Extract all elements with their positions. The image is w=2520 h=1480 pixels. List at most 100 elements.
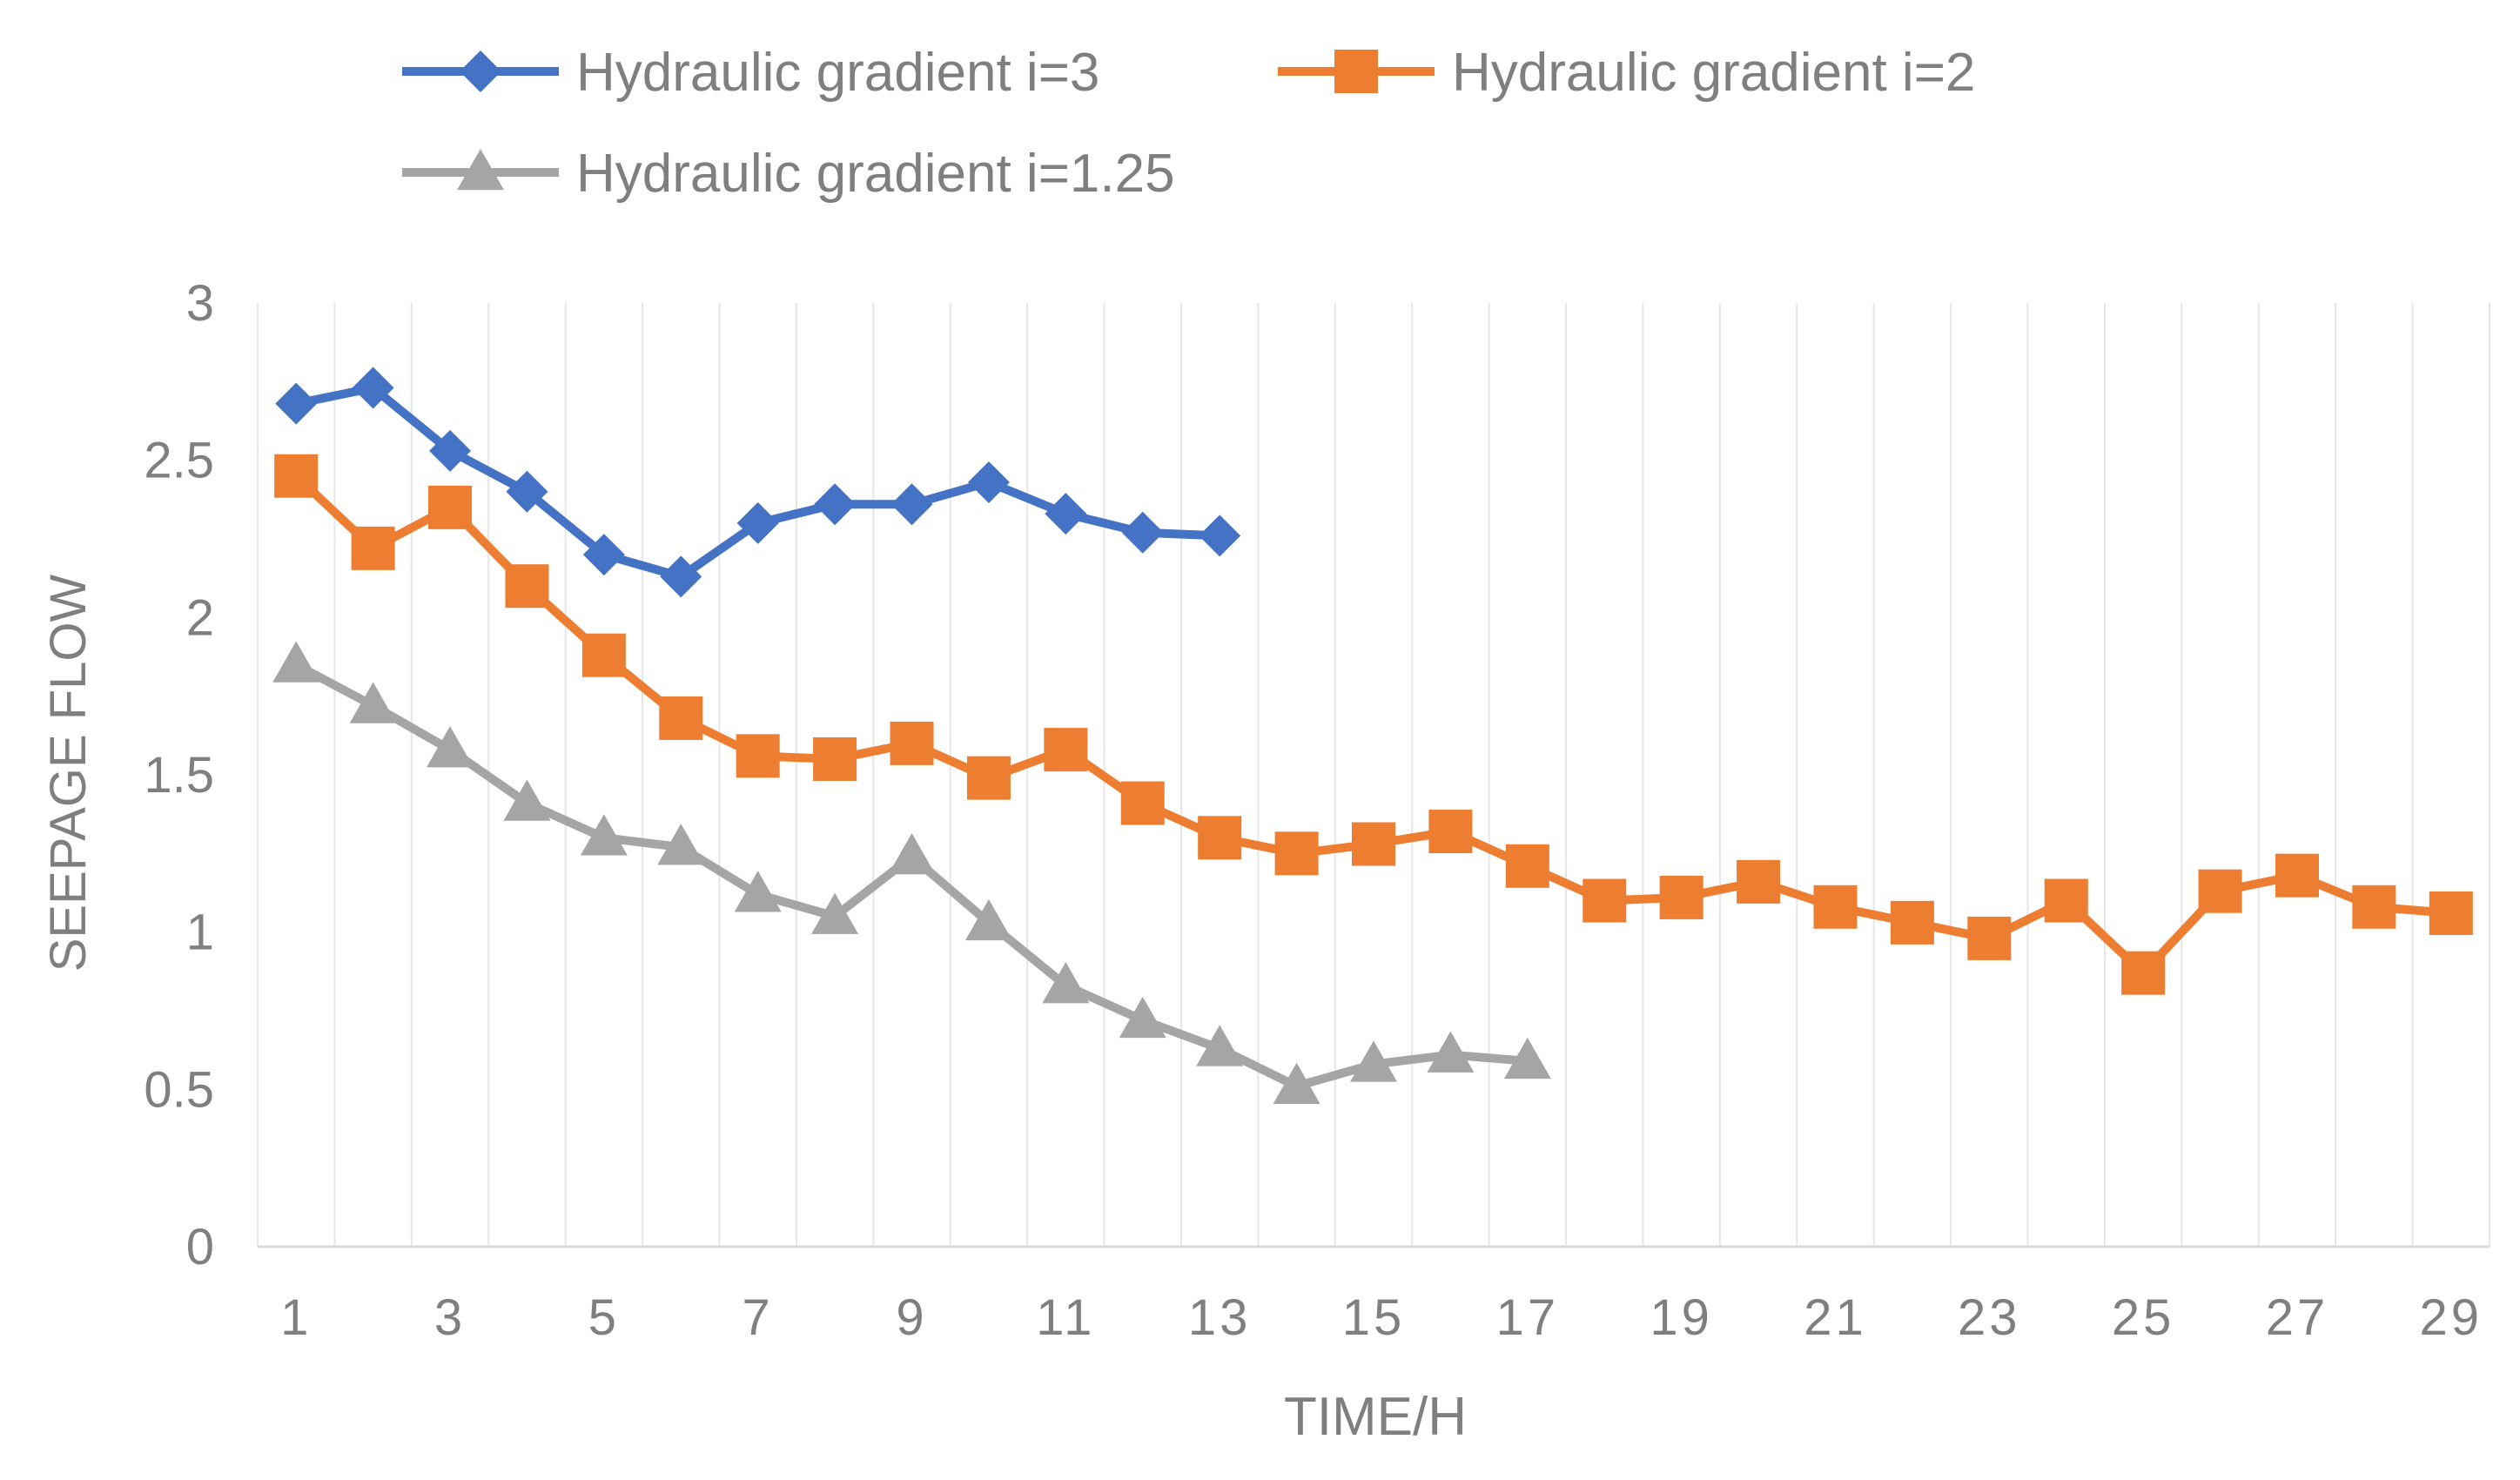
data-point: [813, 737, 857, 781]
legend-item: Hydraulic gradient i=2: [1278, 43, 1975, 103]
series-diamond: [275, 367, 1241, 598]
legend-item: Hydraulic gradient i=1.25: [402, 144, 1175, 204]
data-point: [2044, 878, 2088, 923]
legend-label: Hydraulic gradient i=1.25: [576, 144, 1175, 204]
y-tick-label: 0.5: [144, 1061, 214, 1118]
gridlines: [257, 303, 2490, 1247]
data-point: [659, 696, 703, 740]
data-point: [274, 454, 319, 498]
legend-label: Hydraulic gradient i=2: [1452, 43, 1975, 103]
x-tick-label: 9: [896, 1289, 927, 1346]
data-point: [505, 564, 549, 609]
data-point: [1503, 1037, 1551, 1080]
legend-item: Hydraulic gradient i=3: [402, 43, 1099, 103]
data-point: [888, 832, 936, 875]
data-point: [1273, 1062, 1320, 1104]
data-point: [2429, 891, 2473, 935]
data-point: [1199, 515, 1241, 557]
series-triangle: [272, 641, 1551, 1104]
y-tick-label: 1.5: [144, 747, 214, 804]
data-point: [2198, 869, 2242, 913]
y-tick-label: 1: [186, 905, 214, 961]
data-point: [1198, 816, 1242, 860]
data-point: [351, 526, 395, 570]
data-point: [1119, 996, 1166, 1039]
data-point: [1121, 511, 1164, 554]
data-point: [1813, 885, 1858, 929]
data-point: [890, 721, 934, 765]
data-point: [1659, 875, 1704, 919]
data-point: [736, 501, 779, 544]
data-point: [349, 682, 397, 723]
data-point: [1428, 810, 1473, 854]
data-point: [1045, 493, 1087, 535]
x-tick-label: 3: [434, 1289, 466, 1346]
x-axis-title: TIME/H: [1284, 1387, 1467, 1447]
legend-swatch-marker: [457, 149, 504, 191]
data-point: [272, 641, 320, 683]
series-group: [272, 367, 2473, 1104]
data-point: [506, 470, 548, 513]
data-point: [2121, 951, 2166, 995]
data-point: [967, 461, 1010, 503]
data-point: [811, 892, 859, 934]
y-tick-label: 0: [186, 1219, 214, 1275]
data-point: [2352, 885, 2396, 929]
data-point: [580, 814, 628, 856]
x-tick-label: 21: [1804, 1289, 1867, 1346]
data-point: [1120, 781, 1165, 825]
x-tick-label: 15: [1342, 1289, 1406, 1346]
data-point: [352, 367, 394, 409]
y-tick-label: 3: [186, 275, 214, 332]
data-point: [734, 871, 782, 912]
x-tick-label: 1: [280, 1289, 312, 1346]
x-tick-label: 29: [2420, 1289, 2483, 1346]
data-point: [503, 779, 551, 821]
data-point: [429, 429, 472, 472]
data-point: [1196, 1025, 1244, 1066]
data-point: [1352, 822, 1395, 866]
data-point: [814, 483, 857, 526]
x-tick-label: 7: [743, 1289, 774, 1346]
y-tick-label: 2: [186, 589, 214, 646]
data-point: [581, 633, 626, 677]
legend-swatch-marker: [1334, 50, 1378, 93]
y-tick-label: 2.5: [144, 433, 214, 489]
axes: 00.511.522.531 3 5 7 9 11 13 15 17 19 21 23 25 27 29: [144, 275, 2490, 1346]
data-point: [1350, 1040, 1397, 1082]
data-point: [428, 485, 473, 529]
data-point: [966, 756, 1011, 800]
legend-label: Hydraulic gradient i=3: [576, 43, 1099, 103]
data-point: [1967, 916, 2012, 960]
x-tick-label: 25: [2112, 1289, 2175, 1346]
data-point: [582, 534, 625, 576]
x-tick-label: 11: [1036, 1289, 1095, 1346]
data-point: [1274, 831, 1319, 876]
x-tick-label: 13: [1188, 1289, 1252, 1346]
data-point: [1042, 962, 1090, 1004]
x-tick-label: 17: [1496, 1289, 1560, 1346]
data-point: [736, 734, 780, 778]
data-point: [1427, 1031, 1475, 1073]
data-point: [657, 824, 705, 865]
x-tick-label: 19: [1650, 1289, 1713, 1346]
data-point: [890, 483, 933, 526]
x-tick-label: 23: [1958, 1289, 2021, 1346]
data-point: [1505, 844, 1549, 888]
x-tick-label: 5: [588, 1289, 620, 1346]
legend-swatch-marker: [460, 50, 501, 92]
data-point: [275, 382, 318, 425]
data-point: [1044, 728, 1088, 772]
data-point: [964, 898, 1012, 941]
legend: Hydraulic gradient i=3 Hydraulic gradient…: [402, 43, 1975, 204]
data-point: [1583, 878, 1627, 923]
data-point: [1890, 900, 1934, 945]
data-point: [2275, 853, 2319, 898]
series-square: [274, 454, 2473, 995]
data-point: [660, 555, 702, 598]
data-point: [427, 726, 474, 768]
data-point: [1737, 859, 1781, 904]
